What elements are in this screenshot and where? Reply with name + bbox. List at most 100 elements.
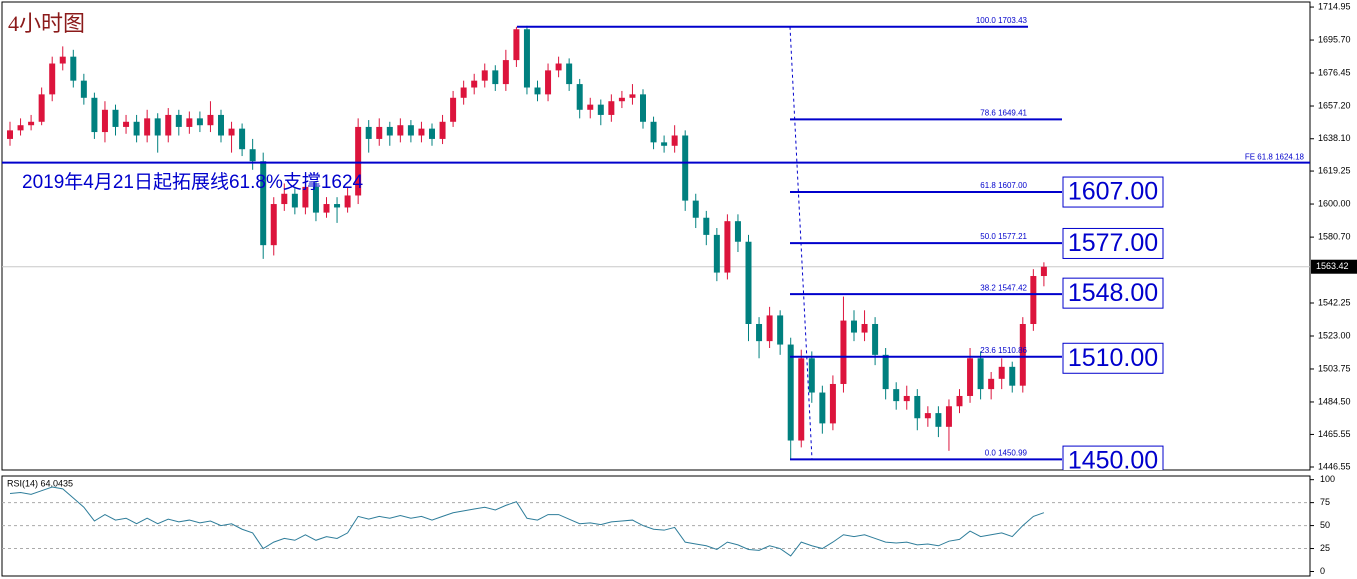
candle-body [397,125,404,136]
candle-body [207,114,214,126]
candle-body [1030,276,1037,324]
candle-body [534,87,541,95]
candle-body [724,221,731,273]
candle-body [597,104,604,115]
y-tick-label: 1714.95 [1318,1,1351,11]
candle-body [513,29,520,61]
y-tick-label: 1484.50 [1318,396,1351,406]
candle-body [640,94,646,122]
candle-body [144,118,151,136]
candle-body [175,114,182,127]
y-tick-label: 1542.25 [1318,297,1351,307]
fib-label: 78.6 1649.41 [980,108,1027,117]
candle-body [386,126,393,136]
candle-body [787,344,794,441]
candle-body [766,315,773,342]
candle-body [555,63,562,71]
candle-body [713,234,720,273]
candle-body [967,358,974,396]
y-tick-label: 1580.70 [1318,231,1351,241]
y-tick-label: 1446.55 [1318,461,1351,471]
candle-body [872,323,879,355]
candle-body [355,126,362,196]
candle-body [545,70,552,95]
candle-body [808,358,815,393]
candle-body [756,323,763,342]
y-tick-label: 1503.75 [1318,363,1351,373]
candle-body [429,128,435,139]
candle-body [133,121,140,136]
candle-body [629,94,636,98]
candle-body [165,114,172,136]
candle-body [492,70,499,85]
candle-body [471,80,478,88]
price-box [1062,445,1164,470]
price-box-label: 1607.00 [1068,178,1158,206]
annotation: 2019年4月21日起拓展线61.8%支撑1624 [22,171,364,193]
candle-body [893,389,900,402]
candle-body [650,121,657,143]
y-tick-label: 1619.25 [1318,165,1351,175]
candle-body [70,56,77,81]
candle-body [671,135,678,146]
candle-body [123,121,130,127]
candle-body [851,320,857,333]
y-tick-label: 1600.00 [1318,198,1351,208]
fib-label: 0.0 1450.99 [985,449,1028,458]
candle-body [249,149,256,162]
rsi-label: RSI(14) 64.0435 [7,478,73,488]
candle-body [777,315,784,345]
candle-body [7,130,13,139]
candle-body [260,161,267,246]
y-tick-label: 1695.70 [1318,34,1351,44]
candle-body [228,128,235,136]
price-box-label: 1577.00 [1068,229,1158,257]
candle-body [945,406,952,427]
candle-body [481,70,488,81]
candle-body [608,101,615,115]
candle-body [218,114,224,136]
y-tick-label: 1676.45 [1318,67,1351,77]
candle-body [460,87,467,98]
candle-body [840,320,847,384]
candle-body [861,323,868,333]
candle-body [270,204,277,246]
candle-body [998,366,1005,379]
candle-body [302,186,309,208]
current-price-label: 1563.42 [1316,261,1349,271]
fib-trend [789,26,813,460]
candle-body [407,125,414,136]
candle-body [91,97,98,133]
price-box [1062,342,1164,374]
candle-body [576,84,583,110]
candle-body [17,125,24,131]
candle-body [186,118,193,127]
candle-body [587,104,594,110]
candle-body [450,97,457,122]
overlay: FE 61.8 1624.18 100.0 1703.43 78.6 1649.41… [976,16,1305,458]
plot-area [2,25,1310,461]
candle-body [956,395,963,407]
candle-body [334,204,341,208]
candle-body [977,358,984,390]
price-box [1062,227,1164,259]
fib-label: 100.0 1703.43 [976,16,1028,25]
y-tick-label: 1657.20 [1318,100,1351,110]
fib-label: 50.0 1577.21 [980,232,1027,241]
rsi-tick-label: 25 [1320,543,1330,553]
candle-body [49,63,56,95]
candle-body [28,121,35,126]
candle-body [196,118,203,126]
y-tick-label: 1465.55 [1318,429,1351,439]
candle-body [882,354,889,390]
price-box-label: 1548.00 [1068,279,1158,307]
candle-body [38,94,45,122]
candle-body [291,193,298,208]
current-price-box [1311,259,1357,274]
fe-label: FE 61.8 1624.18 [1245,153,1305,162]
rsi-tick-label: 0 [1320,566,1325,576]
candle-body [1019,323,1026,386]
candle-body [112,109,119,127]
y-tick-label: 1523.00 [1318,330,1351,340]
candle-body [819,392,826,424]
